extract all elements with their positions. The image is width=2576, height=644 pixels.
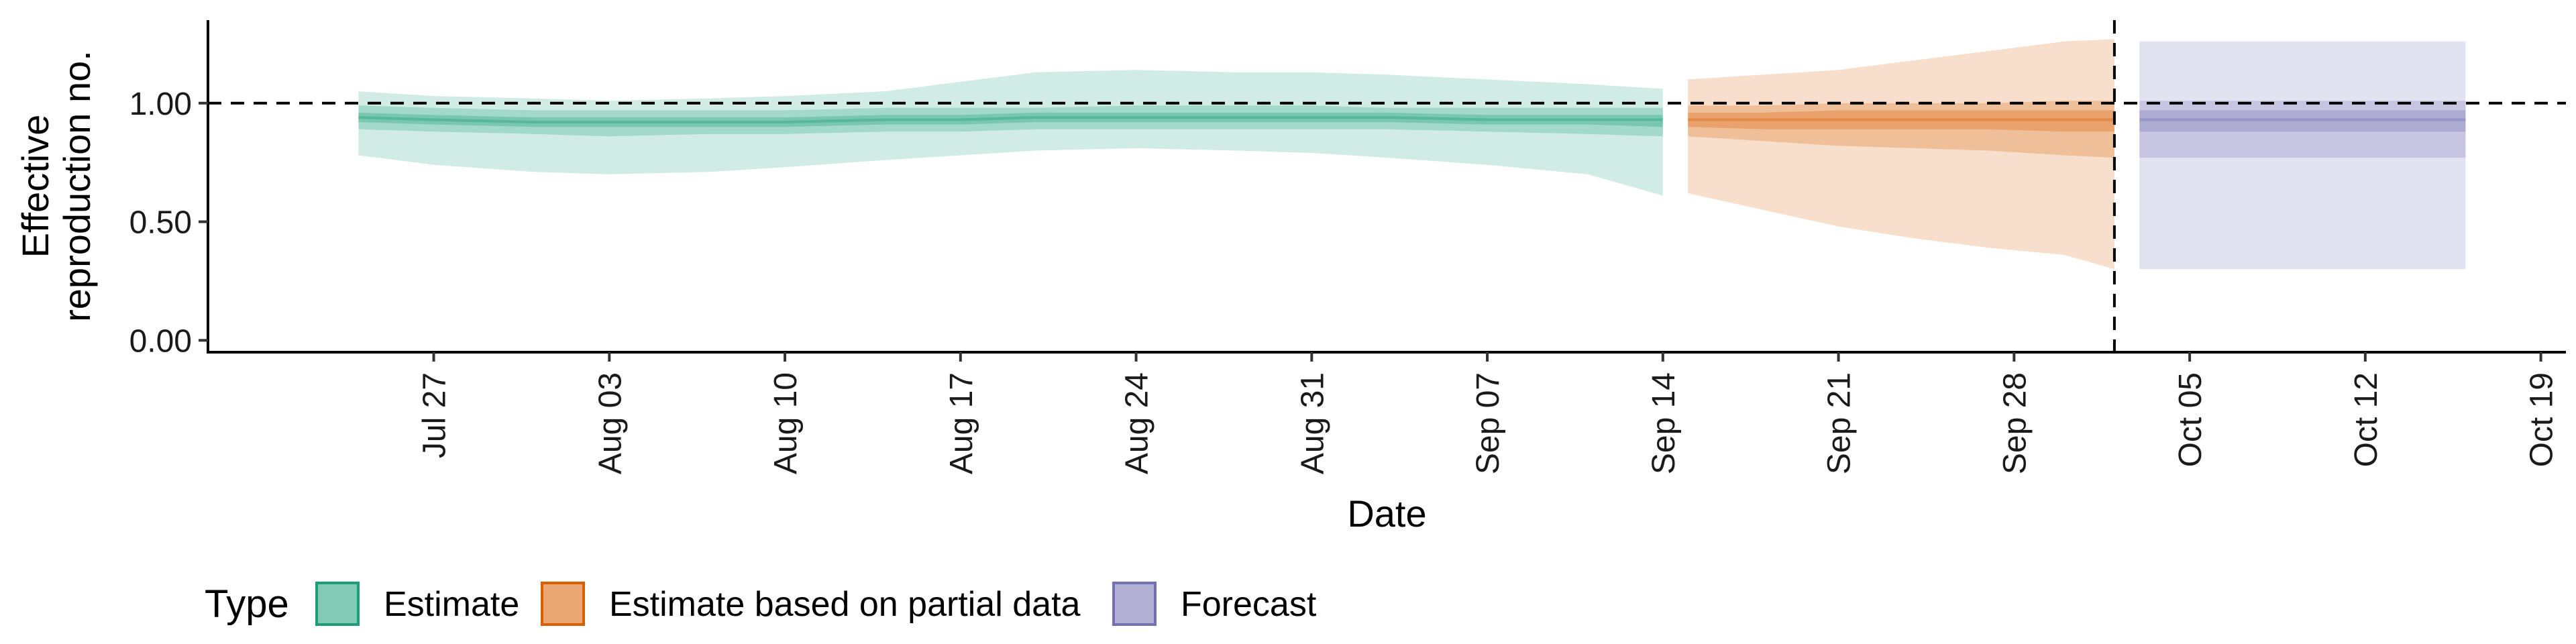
y-axis-title-line: reproduction no. <box>56 50 98 322</box>
series-3 <box>2139 41 2466 270</box>
y-tick-label: 0.00 <box>129 323 192 359</box>
y-tick-label: 1.00 <box>129 87 192 122</box>
x-tick-label: Sep 07 <box>1470 372 1506 474</box>
series-1 <box>358 70 1663 196</box>
x-tick-label: Aug 17 <box>944 372 979 474</box>
axes: 0.00 0.50 1.00 Jul 27 Aug 03 Aug 10 Aug 17 Aug … <box>129 20 2566 474</box>
legend: Type Estimate Estimate based on partial da… <box>205 582 1317 626</box>
band-90-series-3 <box>2139 41 2466 270</box>
x-tick-label: Jul 27 <box>417 372 453 458</box>
legend-label: Estimate <box>384 585 519 624</box>
legend-label: Estimate based on partial data <box>609 585 1081 624</box>
median-line-series-1 <box>358 116 1663 123</box>
x-tick-label: Oct 05 <box>2173 372 2208 467</box>
legend-swatch <box>1112 582 1157 626</box>
y-axis-title: Effective reproduction no. <box>14 50 98 322</box>
legend-swatch <box>541 582 585 626</box>
x-tick-label: Oct 12 <box>2349 372 2384 467</box>
legend-swatch <box>315 582 360 626</box>
x-tick-label: Sep 21 <box>1822 372 1858 474</box>
x-tick-label: Sep 14 <box>1646 372 1682 474</box>
x-tick-label: Oct 19 <box>2524 372 2560 467</box>
x-axis-title: Date <box>1347 492 1426 535</box>
band-90-series-2 <box>1688 39 2114 270</box>
band-50-series-3 <box>2139 101 2466 158</box>
y-axis-title-line: Effective <box>14 115 56 258</box>
x-tick-label: Aug 10 <box>768 372 804 474</box>
x-tick-label: Aug 31 <box>1295 372 1330 474</box>
reference-lines <box>208 20 2566 352</box>
band-20-series-1 <box>358 112 1663 127</box>
band-20-series-3 <box>2139 110 2466 132</box>
band-90-series-1 <box>358 70 1663 196</box>
y-tick-label: 0.50 <box>129 205 192 241</box>
band-50-series-1 <box>358 105 1663 137</box>
x-tick-label: Aug 03 <box>592 372 628 474</box>
series-2 <box>1688 39 2114 270</box>
legend-title: Type <box>205 582 289 626</box>
series-bands <box>358 39 2466 270</box>
x-tick-label: Sep 28 <box>1997 372 2033 474</box>
x-tick-label: Aug 24 <box>1120 372 1155 474</box>
band-20-series-2 <box>1688 110 2114 132</box>
legend-label: Forecast <box>1181 585 1317 624</box>
band-50-series-2 <box>1688 101 2114 158</box>
